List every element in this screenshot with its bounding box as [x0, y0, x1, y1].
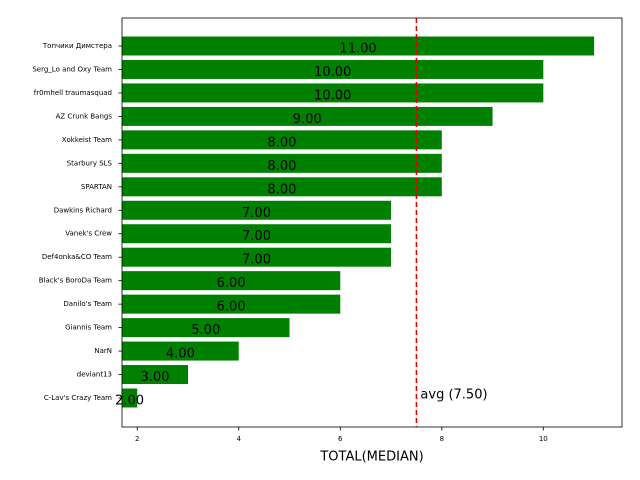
bar — [122, 153, 442, 173]
y-tick-label: Топчики Димстера — [42, 42, 112, 50]
bar — [122, 247, 392, 267]
y-tick-label: Serg_Lo and Oxy Team — [32, 65, 112, 73]
bar — [122, 36, 595, 56]
value-label: 10.00 — [314, 88, 351, 103]
value-label: 8.00 — [267, 182, 296, 197]
y-tick-label: fr0mhell traumasquad — [34, 89, 112, 97]
bar — [122, 224, 392, 244]
x-tick-label: 10 — [539, 435, 548, 443]
y-tick-label: Giannis Team — [65, 324, 112, 332]
bar — [122, 365, 188, 385]
value-label: 5.00 — [191, 323, 220, 338]
value-label: 8.00 — [267, 135, 296, 150]
value-label: 6.00 — [217, 300, 246, 315]
x-axis-label: TOTAL(MEDIAN) — [319, 450, 423, 465]
y-tick-label: Black's BoroDa Team — [39, 277, 112, 285]
bar — [122, 83, 544, 103]
value-label: 11.00 — [339, 42, 376, 57]
y-tick-label: SPARTAN — [81, 183, 112, 191]
avg-label: avg (7.50) — [420, 388, 487, 403]
y-tick-label: AZ Crunk Bangs — [56, 112, 113, 120]
y-tick-label: Xokkeist Team — [62, 136, 112, 144]
value-label: 7.00 — [242, 253, 271, 268]
y-tick-label: deviant13 — [77, 371, 112, 379]
y-tick-label: NarN — [94, 347, 112, 355]
x-tick-label: 6 — [338, 435, 343, 443]
value-label: 7.00 — [242, 229, 271, 244]
bar — [122, 388, 138, 408]
y-tick-label: Starbury SLS — [67, 159, 113, 167]
bar — [122, 106, 493, 126]
bar — [122, 294, 341, 314]
value-label: 3.00 — [141, 370, 170, 385]
value-label: 10.00 — [314, 65, 351, 80]
y-tick-label: Danilo's Team — [63, 300, 112, 308]
x-tick-label: 2 — [135, 435, 139, 443]
bar — [122, 59, 544, 79]
y-tick-label: Vanek's Crew — [65, 230, 112, 238]
bar — [122, 341, 239, 361]
value-label: 6.00 — [217, 276, 246, 291]
value-label: 8.00 — [267, 159, 296, 174]
value-label: 7.00 — [242, 206, 271, 221]
bar — [122, 177, 442, 197]
bar — [122, 130, 442, 150]
y-tick-label: C-Lav's Crazy Team — [44, 394, 112, 402]
x-tick-label: 4 — [237, 435, 242, 443]
value-label: 2.00 — [115, 394, 144, 409]
plot-frame — [121, 17, 623, 428]
x-tick-label: 8 — [440, 435, 444, 443]
bar — [122, 271, 341, 291]
value-label: 9.00 — [293, 112, 322, 127]
bar — [122, 200, 392, 220]
y-tick-label: Def4onka&CO Team — [42, 253, 112, 261]
bar — [122, 318, 290, 338]
value-label: 4.00 — [166, 347, 195, 362]
y-tick-label: Dawkins Richard — [54, 206, 112, 214]
